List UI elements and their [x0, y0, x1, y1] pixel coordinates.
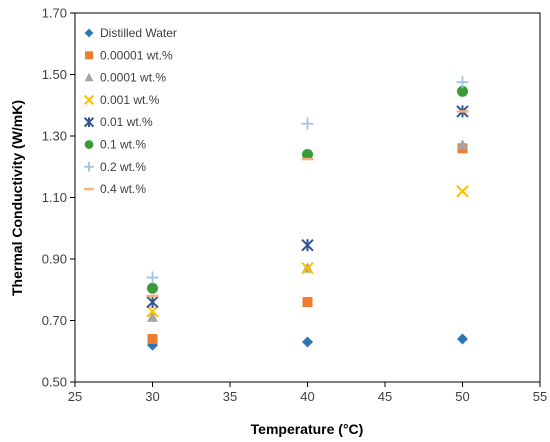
data-point: [302, 336, 313, 348]
plot-area: [74, 12, 541, 383]
legend-label: 0.4 wt.%: [100, 182, 146, 196]
legend-label: 0.0001 wt.%: [100, 71, 166, 85]
y-tick-label: 1.70: [42, 6, 67, 21]
data-point: [301, 117, 314, 130]
data-point: [302, 148, 313, 160]
legend-label: 0.2 wt.%: [100, 160, 146, 174]
data-point: [456, 76, 469, 89]
data-points: [146, 76, 469, 351]
data-point: [147, 282, 158, 294]
x-tick-label: 30: [145, 389, 159, 404]
data-point: [301, 262, 314, 275]
data-point: [146, 295, 159, 309]
data-point: [456, 185, 469, 198]
y-tick-label: 1.10: [42, 190, 67, 205]
data-point: [302, 297, 313, 308]
legend-marker: [85, 51, 93, 60]
data-point: [301, 238, 314, 252]
y-tick-label: 1.50: [42, 67, 67, 82]
legend-marker: [84, 140, 94, 149]
legend-marker: [83, 117, 95, 128]
legend-marker: [84, 28, 94, 38]
data-point: [146, 271, 159, 284]
data-point: [147, 333, 158, 344]
legend-marker: [84, 72, 94, 82]
x-tick-label: 55: [533, 389, 547, 404]
legend-marker: [84, 162, 94, 172]
y-tick-label: 0.70: [42, 313, 67, 328]
y-axis-title: Thermal Conductivity (W/mK): [9, 100, 25, 296]
y-axis-ticks: 0.50 0.70 0.90 1.10 1.30 1.50 1.70: [42, 6, 75, 390]
x-tick-label: 25: [68, 389, 82, 404]
legend-label: 0.1 wt.%: [100, 138, 146, 152]
x-tick-label: 50: [455, 389, 469, 404]
legend-marker: [83, 94, 95, 106]
y-tick-label: 0.50: [42, 375, 67, 390]
data-point: [457, 333, 468, 345]
x-tick-label: 45: [378, 389, 392, 404]
legend-label: 0.00001 wt.%: [100, 48, 173, 62]
data-point: [147, 311, 158, 322]
legend-label: Distilled Water: [100, 26, 177, 40]
data-point: [146, 305, 159, 318]
x-axis-title: Temperature (°C): [251, 421, 364, 437]
y-tick-label: 1.30: [42, 129, 67, 144]
x-axis-ticks: 25 30 35 40 45 50 55: [68, 382, 547, 404]
x-tick-label: 35: [223, 389, 237, 404]
y-tick-label: 0.90: [42, 252, 67, 267]
legend-label: 0.01 wt.%: [100, 115, 153, 129]
x-tick-label: 40: [300, 389, 314, 404]
data-point: [457, 139, 468, 150]
data-point: [457, 85, 468, 97]
legend: Distilled Water 0.00001 wt.% 0.0001 wt.% 0.…: [83, 26, 177, 196]
legend-label: 0.001 wt.%: [100, 93, 160, 107]
